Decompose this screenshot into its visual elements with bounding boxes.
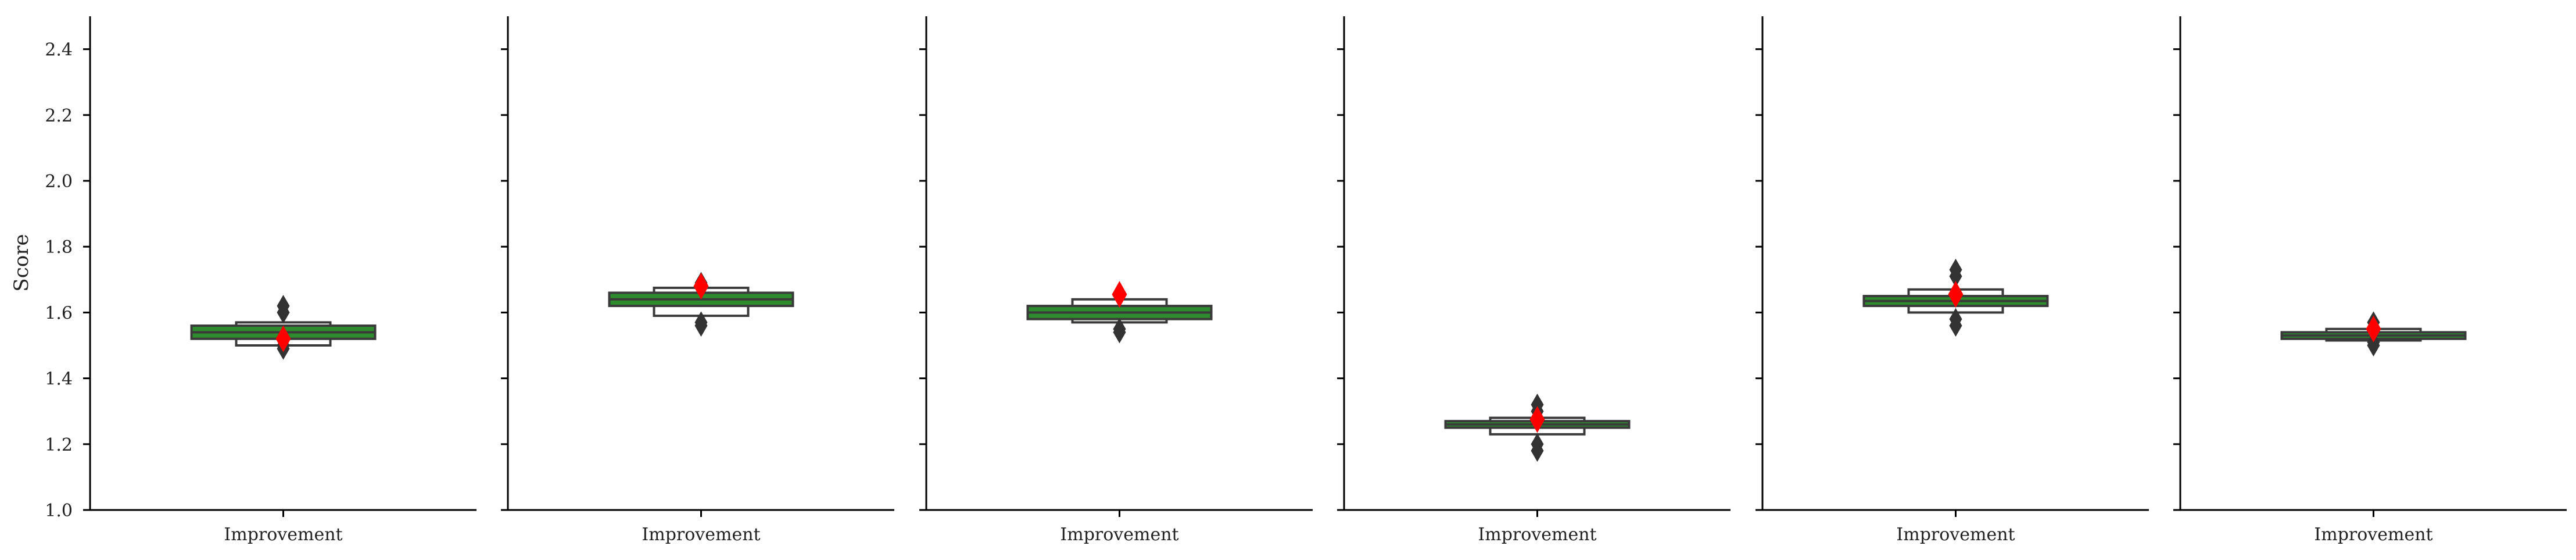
y-tick-label: 2.2 (45, 106, 73, 126)
outlier-point (1531, 433, 1544, 455)
mean-marker (693, 273, 709, 300)
panel-2: Improvement (501, 16, 894, 545)
outlier-point (1113, 318, 1126, 340)
panels: 1.0 1.2 1.4 1.6 1.8 2.0 2.2 2.4 Improvement Impro… (45, 16, 2567, 545)
y-tick-label: 2.0 (45, 172, 73, 192)
y-tick-label: 2.4 (45, 40, 73, 60)
y-axis-label: Score (10, 234, 33, 291)
y-tick-label: 1.0 (45, 501, 73, 521)
y-tick-label: 1.2 (45, 435, 73, 455)
panel-6: Improvement (2173, 16, 2567, 545)
x-tick-label: Improvement (642, 525, 760, 545)
y-tick-label: 1.6 (45, 303, 73, 323)
outlier-point (1949, 258, 1962, 281)
outlier-point (694, 311, 708, 334)
mean-marker (275, 325, 291, 352)
x-tick-label: Improvement (2314, 525, 2432, 545)
y-tick-label: 1.4 (45, 369, 73, 390)
panel-1: 1.0 1.2 1.4 1.6 1.8 2.0 2.2 2.4 Improvement (45, 16, 476, 545)
panel-3: Improvement (919, 16, 1313, 545)
panel-4: Improvement (1337, 16, 1731, 545)
x-tick-label: Improvement (1478, 525, 1596, 545)
mean-marker (2366, 315, 2381, 343)
panel-5: Improvement (1755, 16, 2149, 545)
x-tick-label: Improvement (1896, 525, 2015, 545)
x-tick-label: Improvement (224, 525, 342, 545)
y-tick-label: 1.8 (45, 237, 73, 258)
outlier-point (1949, 308, 1962, 330)
mean-marker (1948, 281, 1964, 308)
mean-marker (1529, 406, 1545, 433)
x-tick-label: Improvement (1060, 525, 1178, 545)
mean-marker (1112, 281, 1127, 308)
outlier-point (277, 295, 290, 318)
outlier-point (1531, 393, 1544, 416)
